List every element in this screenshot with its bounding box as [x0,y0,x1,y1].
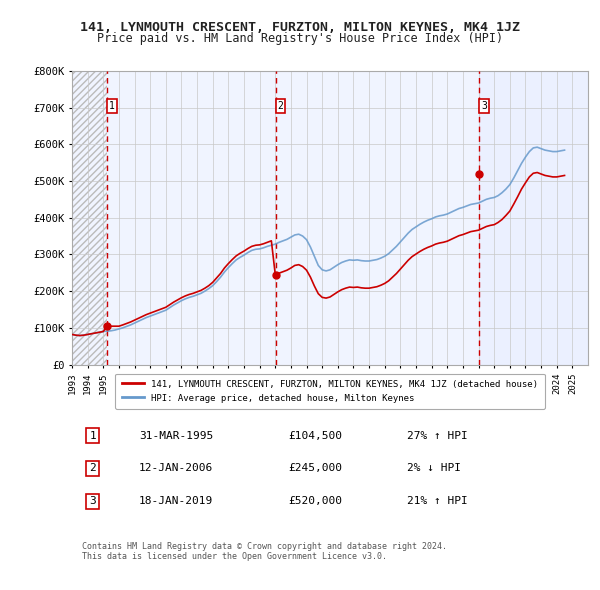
Text: 3: 3 [481,101,487,111]
Legend: 141, LYNMOUTH CRESCENT, FURZTON, MILTON KEYNES, MK4 1JZ (detached house), HPI: A: 141, LYNMOUTH CRESCENT, FURZTON, MILTON … [115,373,545,409]
Text: 2% ↓ HPI: 2% ↓ HPI [407,464,461,474]
Text: 2: 2 [277,101,283,111]
Text: 12-JAN-2006: 12-JAN-2006 [139,464,214,474]
Text: Price paid vs. HM Land Registry's House Price Index (HPI): Price paid vs. HM Land Registry's House … [97,32,503,45]
Text: 18-JAN-2019: 18-JAN-2019 [139,496,214,506]
Text: £104,500: £104,500 [289,431,343,441]
Text: 1: 1 [109,101,115,111]
Text: Contains HM Land Registry data © Crown copyright and database right 2024.
This d: Contains HM Land Registry data © Crown c… [82,542,448,561]
Text: 2: 2 [89,464,96,474]
Text: 3: 3 [89,496,96,506]
Text: 31-MAR-1995: 31-MAR-1995 [139,431,214,441]
Text: 1: 1 [89,431,96,441]
Text: 21% ↑ HPI: 21% ↑ HPI [407,496,468,506]
Text: £520,000: £520,000 [289,496,343,506]
Text: £245,000: £245,000 [289,464,343,474]
Text: 27% ↑ HPI: 27% ↑ HPI [407,431,468,441]
Text: 141, LYNMOUTH CRESCENT, FURZTON, MILTON KEYNES, MK4 1JZ: 141, LYNMOUTH CRESCENT, FURZTON, MILTON … [80,21,520,34]
